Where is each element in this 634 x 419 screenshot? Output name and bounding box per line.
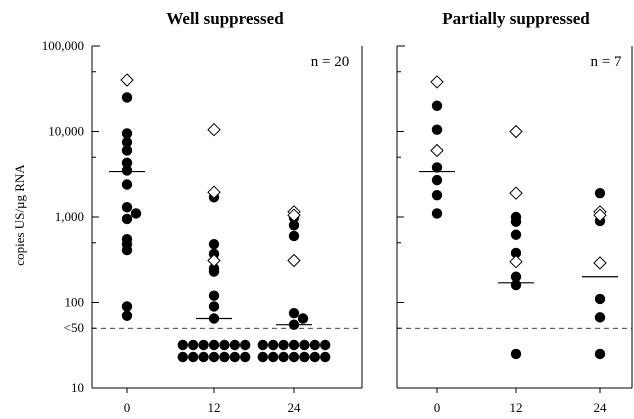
panel-1-data-point <box>208 266 220 277</box>
panel-1-below-detection-point <box>188 339 199 351</box>
panel-2-data-point <box>510 216 522 227</box>
panel-1-data-point <box>121 165 133 176</box>
panel-1-data-point <box>288 220 300 231</box>
panel-1-below-detection-point <box>268 339 279 351</box>
panel-2-data-point <box>431 124 443 135</box>
panel-2-x-tick-label: 24 <box>594 400 608 414</box>
panel-1-data-point <box>208 290 220 301</box>
panel-1-below-detection-point <box>177 351 188 363</box>
panel-1-x-tick-label: 12 <box>208 400 221 414</box>
panel-1-below-detection-point <box>198 339 209 351</box>
panel-1-below-detection-point <box>309 339 320 351</box>
panel-1-y-tick-label: 10 <box>71 380 84 395</box>
panel-2-data-point <box>510 279 522 291</box>
panel-2-data-point <box>510 348 522 360</box>
panel-1-x-tick-label: 24 <box>288 400 302 414</box>
panel-1-data-point <box>121 92 133 103</box>
panel-2-data-point <box>594 348 606 360</box>
panel-1-below-detection-point <box>219 351 230 363</box>
panel-1-below-detection-point <box>240 339 251 351</box>
panel-1-data-point <box>121 301 133 312</box>
panel-2-open-diamond-point <box>509 254 523 269</box>
panel-2-open-diamond-point <box>509 124 523 139</box>
panel-1-y-axis-label: copies US/µg RNA <box>12 164 27 266</box>
panel-2-data-point <box>431 100 443 111</box>
panel-1-below-detection-point <box>257 351 268 363</box>
panel-2-data-point <box>510 247 522 259</box>
panel-1-data-point <box>121 128 133 139</box>
panel-1-open-diamond-point <box>120 73 134 87</box>
panel-1-below-detection-point <box>278 339 289 351</box>
panel-1-below-detection-point <box>320 339 331 351</box>
panel-1-below-detection-point <box>219 339 230 351</box>
panel-1-data-point <box>288 307 300 319</box>
panel-1-y-tick-label: 10,000 <box>48 124 84 139</box>
panel-1-data-point <box>121 244 133 256</box>
panel-1-y-tick-label: 1,000 <box>55 209 84 224</box>
panel-2-open-diamond-point <box>430 75 444 89</box>
panel-1-open-diamond-point <box>207 122 221 137</box>
panel-2-data-point <box>431 189 443 201</box>
panel-1-below-detection-point <box>188 351 199 363</box>
panel-1-y-tick-label: <50 <box>64 320 84 335</box>
panel-1-data-point <box>297 313 309 324</box>
panel-1-below-detection-point <box>268 351 279 363</box>
panel-1-data-point <box>121 310 133 321</box>
panel-1-title: Well suppressed <box>166 9 284 28</box>
panel-1-below-detection-point <box>257 339 268 351</box>
panel-1-n-annotation: n = 20 <box>311 54 349 70</box>
panel-2-open-diamond-point <box>593 256 607 270</box>
panel-1-below-detection-point <box>299 339 310 351</box>
panel-1-data-point <box>208 301 220 312</box>
panel-2-data-point <box>594 293 606 305</box>
panel-2-title: Partially suppressed <box>442 9 590 28</box>
panel-2-open-diamond-point <box>593 208 607 222</box>
panel-2-data-point <box>431 174 443 186</box>
panel-2-n-annotation: n = 7 <box>591 54 622 70</box>
panel-1-below-detection-point <box>208 339 220 351</box>
panel-1-below-detection-point <box>208 351 220 363</box>
panel-1-data-point <box>288 230 300 242</box>
panel-2-open-diamond-point <box>430 143 444 158</box>
panel-1-below-detection-point <box>299 351 310 363</box>
panel-1-below-detection-point <box>288 351 300 363</box>
panel-2-data-point <box>510 271 522 282</box>
panel-2-data-point <box>594 312 606 323</box>
panel-1-below-detection-point <box>309 351 320 363</box>
panel-1-below-detection-point <box>177 339 188 351</box>
panel-1-data-point <box>121 145 133 156</box>
panel-1-data-point <box>121 136 133 148</box>
panel-1-open-diamond-point <box>287 208 301 222</box>
panel-1-x-tick-label: 0 <box>124 400 131 414</box>
panel-2-data-point <box>431 208 443 219</box>
panel-1-open-diamond-point <box>287 253 301 268</box>
panel-1-below-detection-point <box>288 339 300 351</box>
panel-1-y-tick-label: 100,000 <box>42 38 84 53</box>
panel-1-data-point <box>121 179 133 190</box>
panel-1-below-detection-point <box>278 351 289 363</box>
panel-1-below-detection-point <box>229 351 240 363</box>
panel-1-data-point <box>130 208 142 219</box>
panel-1-open-diamond-point <box>207 253 221 268</box>
panel-2-x-tick-label: 0 <box>434 400 441 414</box>
panel-1-data-point <box>121 157 133 169</box>
panel-1-below-detection-point <box>240 351 251 363</box>
panel-2-data-point <box>510 229 522 240</box>
panel-1-data-point <box>208 239 220 250</box>
panel-2-data-point <box>431 162 443 173</box>
panel-2-x-tick-label: 12 <box>510 400 523 414</box>
panel-1-data-point <box>121 213 133 225</box>
panel-1-y-tick-label: 100 <box>65 295 85 310</box>
panel-1-below-detection-point <box>198 351 209 363</box>
panel-1-below-detection-point <box>229 339 240 351</box>
panel-1-data-point <box>121 202 133 213</box>
panel-1-below-detection-point <box>320 351 331 363</box>
panel-1-open-diamond-point <box>207 185 221 199</box>
panel-2-data-point <box>594 187 606 199</box>
panel-2-open-diamond-point <box>509 186 523 200</box>
